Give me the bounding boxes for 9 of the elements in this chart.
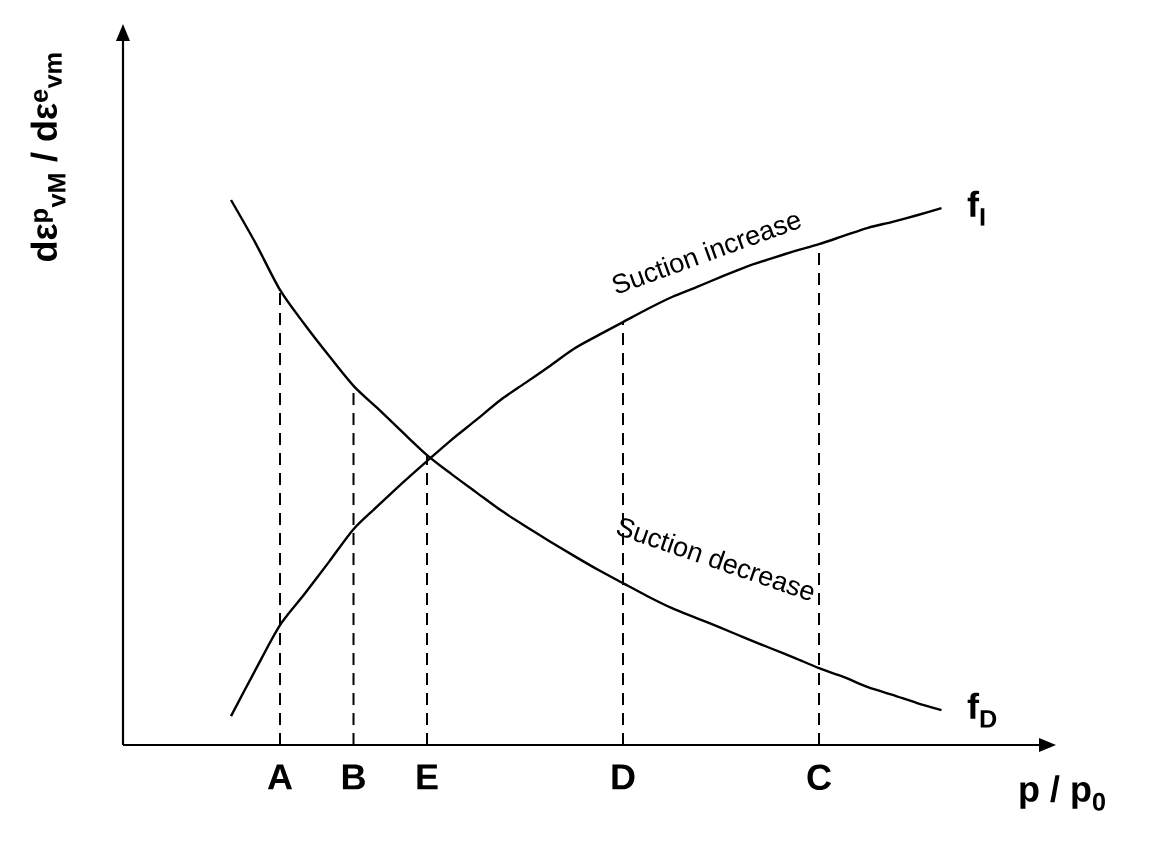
y-axis-title: dε$^{p}$$_{vM}$ / dε$^{e}$$_{vm}$ <box>30 53 66 262</box>
x-tick-label: D <box>612 764 635 790</box>
x-tick-label: C <box>807 764 832 791</box>
series-label: f$_{I}$ <box>967 190 985 226</box>
x-tick-label: B <box>342 764 365 790</box>
x-axis-title: p / p$_{0}$ <box>1020 775 1105 811</box>
x-tick-label: A <box>267 764 293 790</box>
x-tick-label: E <box>417 764 438 790</box>
series-label: f$_{D}$ <box>967 692 997 728</box>
